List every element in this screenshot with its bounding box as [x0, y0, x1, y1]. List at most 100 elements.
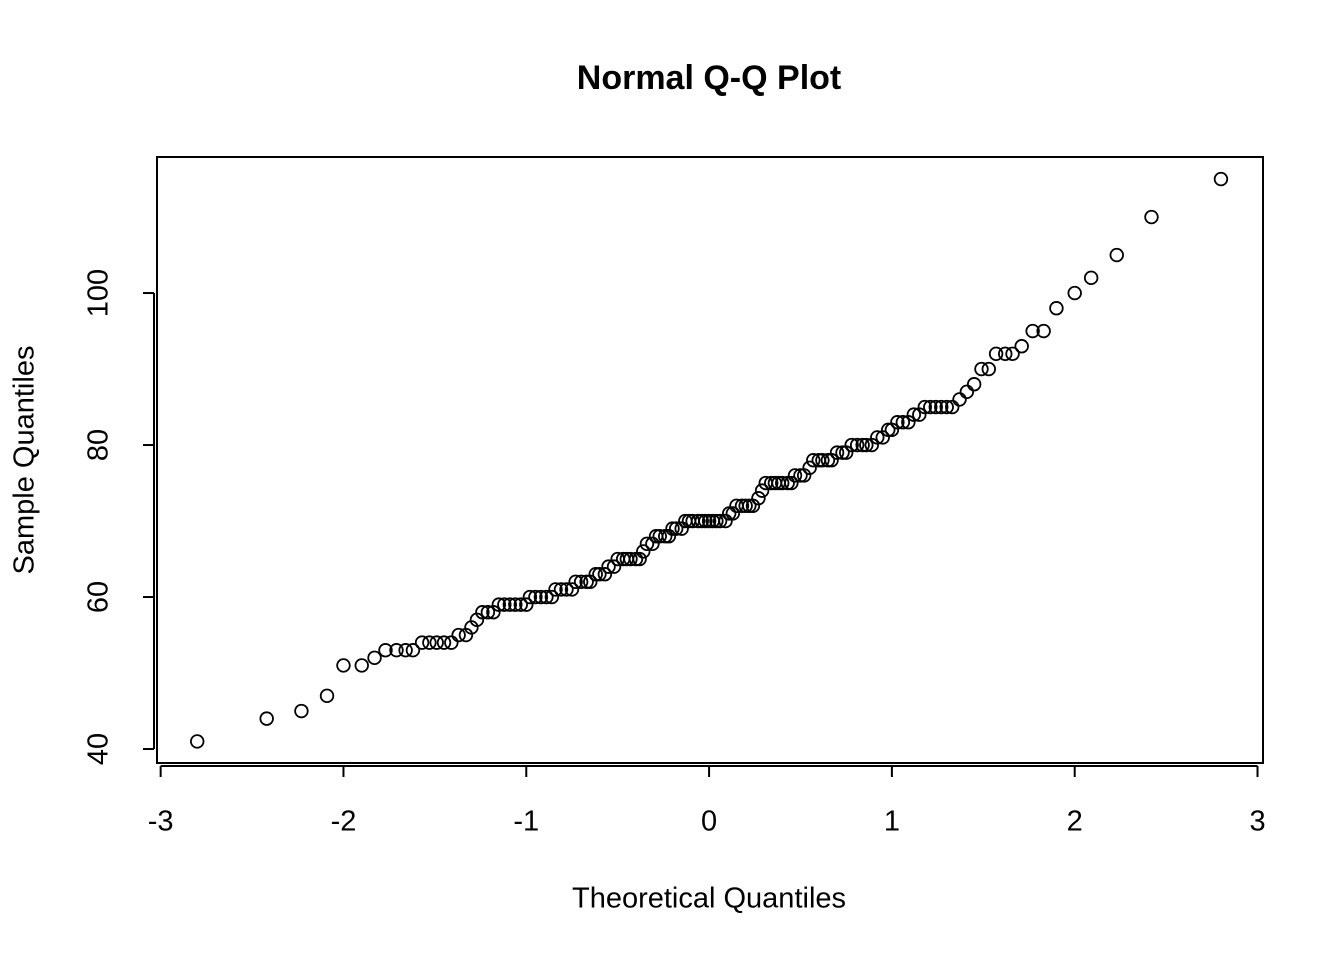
point: [725, 506, 741, 521]
point: [793, 468, 808, 483]
point: [694, 513, 709, 529]
point: [354, 658, 369, 673]
point: [917, 399, 933, 415]
point: [844, 437, 859, 453]
point: [544, 589, 560, 605]
point: [1083, 270, 1099, 286]
point: [491, 597, 507, 612]
plot-box: [156, 156, 1264, 764]
point: [389, 643, 404, 658]
point: [806, 453, 821, 468]
point: [718, 513, 733, 529]
point: [632, 551, 647, 567]
point: [405, 643, 421, 658]
point: [754, 483, 770, 498]
point: [734, 498, 750, 514]
point: [414, 635, 430, 650]
point: [829, 445, 845, 460]
point: [1067, 285, 1082, 301]
point: [906, 407, 922, 422]
y-axis-label: Sample Quantiles: [9, 346, 41, 575]
point: [1049, 301, 1064, 316]
point: [939, 399, 954, 415]
point: [444, 635, 459, 650]
point: [855, 437, 870, 453]
point: [573, 574, 589, 590]
point: [764, 475, 779, 491]
point: [564, 582, 580, 597]
point: [701, 513, 717, 529]
point: [652, 529, 667, 544]
y-tick-label: 60: [83, 581, 115, 613]
point: [519, 597, 534, 612]
point: [658, 529, 673, 544]
point: [709, 513, 724, 529]
point: [959, 384, 975, 400]
point: [787, 468, 803, 483]
x-tick-label: 1: [884, 806, 900, 838]
point: [870, 430, 885, 445]
point: [1213, 171, 1229, 187]
point: [934, 399, 949, 415]
point: [859, 437, 874, 453]
point: [553, 582, 569, 597]
point: [528, 589, 543, 605]
point: [336, 658, 351, 673]
point: [835, 445, 850, 460]
y-tick-label: 100: [83, 269, 115, 317]
x-tick-label: -3: [148, 806, 174, 838]
point: [712, 513, 728, 529]
point: [890, 415, 905, 430]
point: [928, 399, 943, 415]
point: [539, 589, 554, 605]
point: [378, 643, 393, 658]
point: [1005, 346, 1020, 362]
point: [497, 597, 512, 612]
point: [1109, 247, 1124, 263]
point: [690, 513, 706, 529]
point: [998, 346, 1013, 362]
point: [508, 597, 523, 612]
point: [513, 597, 528, 612]
point: [568, 574, 583, 590]
point: [780, 475, 795, 491]
point: [895, 415, 911, 430]
point: [601, 559, 616, 574]
point: [597, 567, 613, 582]
point: [606, 559, 622, 574]
point: [639, 536, 655, 552]
point: [451, 627, 466, 643]
chart-title: Normal Q-Q Plot: [577, 59, 841, 97]
point: [1025, 323, 1040, 339]
point: [742, 498, 757, 514]
point: [480, 605, 496, 620]
point: [645, 536, 660, 552]
point: [259, 711, 274, 726]
point: [422, 635, 437, 650]
point: [475, 605, 490, 620]
point: [698, 513, 713, 529]
point: [923, 399, 938, 415]
point: [1014, 339, 1029, 354]
point: [579, 574, 594, 590]
point: [522, 589, 538, 605]
point: [981, 361, 996, 377]
point: [502, 597, 518, 612]
point: [738, 498, 753, 514]
point: [436, 635, 452, 650]
x-tick-label: 0: [701, 806, 717, 838]
point: [974, 361, 989, 377]
point: [628, 551, 644, 567]
point: [367, 650, 382, 666]
point: [849, 437, 865, 453]
point: [592, 567, 607, 582]
point: [190, 734, 205, 749]
point: [588, 567, 603, 582]
point: [548, 582, 563, 597]
x-tick-label: -1: [513, 806, 539, 838]
point: [881, 422, 896, 438]
point: [319, 688, 335, 704]
y-tick-label: 80: [83, 429, 115, 461]
point: [815, 453, 830, 468]
